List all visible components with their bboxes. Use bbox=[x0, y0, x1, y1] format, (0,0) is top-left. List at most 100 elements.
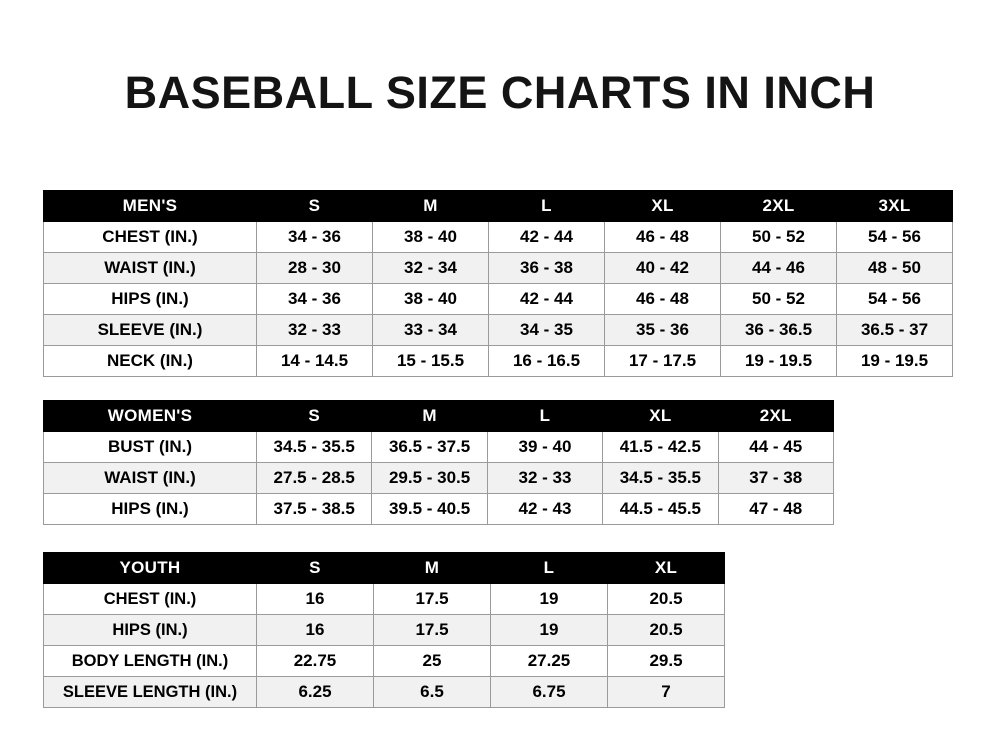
table-row: BUST (IN.) 34.5 - 35.5 36.5 - 37.5 39 - … bbox=[43, 431, 834, 463]
row-label: SLEEVE LENGTH (IN.) bbox=[43, 676, 257, 708]
table-cell: 6.25 bbox=[256, 676, 374, 708]
table-cell: 39 - 40 bbox=[486, 431, 604, 463]
table-cell: 38 - 40 bbox=[372, 283, 489, 315]
youth-size-header-s: S bbox=[256, 552, 374, 584]
table-row: NECK (IN.) 14 - 14.5 15 - 15.5 16 - 16.5… bbox=[43, 345, 953, 377]
table-cell: 19 - 19.5 bbox=[720, 345, 837, 377]
table-cell: 20.5 bbox=[607, 614, 725, 646]
table-cell: 36 - 36.5 bbox=[720, 314, 837, 346]
table-cell: 35 - 36 bbox=[604, 314, 721, 346]
table-row: HIPS (IN.) 16 17.5 19 20.5 bbox=[43, 614, 725, 646]
row-label: BODY LENGTH (IN.) bbox=[43, 645, 257, 677]
table-cell: 33 - 34 bbox=[372, 314, 489, 346]
mens-size-header-s: S bbox=[256, 190, 373, 222]
table-cell: 54 - 56 bbox=[836, 221, 953, 253]
row-label: HIPS (IN.) bbox=[43, 493, 257, 525]
table-cell: 37 - 38 bbox=[717, 462, 834, 494]
womens-table-body: BUST (IN.) 34.5 - 35.5 36.5 - 37.5 39 - … bbox=[43, 431, 834, 525]
row-label: BUST (IN.) bbox=[43, 431, 257, 463]
table-cell: 44 - 45 bbox=[717, 431, 834, 463]
youth-header-row: YOUTH S M L XL bbox=[43, 552, 725, 584]
table-cell: 37.5 - 38.5 bbox=[255, 493, 373, 525]
youth-size-header-xl: XL bbox=[607, 552, 725, 584]
table-cell: 29.5 bbox=[607, 645, 725, 677]
table-cell: 39.5 - 40.5 bbox=[371, 493, 488, 525]
row-label: WAIST (IN.) bbox=[43, 252, 257, 284]
table-cell: 17.5 bbox=[373, 614, 491, 646]
womens-size-table: WOMEN'S S M L XL 2XL BUST (IN.) 34.5 - 3… bbox=[43, 400, 834, 525]
table-cell: 25 bbox=[373, 645, 491, 677]
table-cell: 40 - 42 bbox=[604, 252, 721, 284]
table-cell: 32 - 33 bbox=[256, 314, 373, 346]
table-cell: 16 bbox=[256, 583, 374, 615]
table-cell: 6.75 bbox=[490, 676, 608, 708]
table-cell: 16 bbox=[256, 614, 374, 646]
mens-size-header-l: L bbox=[488, 190, 605, 222]
table-cell: 17.5 bbox=[373, 583, 491, 615]
row-label: WAIST (IN.) bbox=[43, 462, 257, 494]
womens-size-header-xl: XL bbox=[602, 400, 719, 432]
table-cell: 19 bbox=[490, 583, 608, 615]
row-label: SLEEVE (IN.) bbox=[43, 314, 257, 346]
mens-table-head: MEN'S S M L XL 2XL 3XL bbox=[43, 190, 953, 222]
mens-size-header-2xl: 2XL bbox=[720, 190, 837, 222]
row-label: NECK (IN.) bbox=[43, 345, 257, 377]
table-cell: 16 - 16.5 bbox=[488, 345, 605, 377]
womens-table-head: WOMEN'S S M L XL 2XL bbox=[43, 400, 834, 432]
womens-size-header-l: L bbox=[486, 400, 604, 432]
table-cell: 17 - 17.5 bbox=[604, 345, 721, 377]
table-cell: 36 - 38 bbox=[488, 252, 605, 284]
womens-size-header-m: M bbox=[371, 400, 488, 432]
table-cell: 46 - 48 bbox=[604, 283, 721, 315]
table-cell: 28 - 30 bbox=[256, 252, 373, 284]
table-cell: 29.5 - 30.5 bbox=[371, 462, 488, 494]
table-cell: 22.75 bbox=[256, 645, 374, 677]
row-label: CHEST (IN.) bbox=[43, 583, 257, 615]
womens-header-row: WOMEN'S S M L XL 2XL bbox=[43, 400, 834, 432]
youth-label-header: YOUTH bbox=[43, 552, 257, 584]
table-cell: 42 - 44 bbox=[488, 221, 605, 253]
womens-size-header-2xl: 2XL bbox=[717, 400, 834, 432]
table-cell: 20.5 bbox=[607, 583, 725, 615]
mens-header-row: MEN'S S M L XL 2XL 3XL bbox=[43, 190, 953, 222]
table-cell: 42 - 43 bbox=[486, 493, 604, 525]
table-row: WAIST (IN.) 28 - 30 32 - 34 36 - 38 40 -… bbox=[43, 252, 953, 284]
table-cell: 50 - 52 bbox=[720, 221, 837, 253]
table-row: CHEST (IN.) 34 - 36 38 - 40 42 - 44 46 -… bbox=[43, 221, 953, 253]
row-label: CHEST (IN.) bbox=[43, 221, 257, 253]
table-cell: 46 - 48 bbox=[604, 221, 721, 253]
mens-size-header-xl: XL bbox=[604, 190, 721, 222]
youth-size-header-l: L bbox=[490, 552, 608, 584]
table-cell: 47 - 48 bbox=[717, 493, 834, 525]
table-cell: 48 - 50 bbox=[836, 252, 953, 284]
mens-table-body: CHEST (IN.) 34 - 36 38 - 40 42 - 44 46 -… bbox=[43, 221, 953, 377]
table-cell: 44.5 - 45.5 bbox=[602, 493, 719, 525]
table-cell: 50 - 52 bbox=[720, 283, 837, 315]
table-cell: 34 - 35 bbox=[488, 314, 605, 346]
youth-size-table: YOUTH S M L XL CHEST (IN.) 16 17.5 19 20… bbox=[43, 552, 725, 708]
table-cell: 38 - 40 bbox=[372, 221, 489, 253]
mens-size-header-3xl: 3XL bbox=[836, 190, 953, 222]
table-cell: 44 - 46 bbox=[720, 252, 837, 284]
row-label: HIPS (IN.) bbox=[43, 283, 257, 315]
table-cell: 42 - 44 bbox=[488, 283, 605, 315]
mens-size-table: MEN'S S M L XL 2XL 3XL CHEST (IN.) 34 - … bbox=[43, 190, 953, 377]
table-cell: 34 - 36 bbox=[256, 221, 373, 253]
youth-size-header-m: M bbox=[373, 552, 491, 584]
table-row: CHEST (IN.) 16 17.5 19 20.5 bbox=[43, 583, 725, 615]
table-cell: 34.5 - 35.5 bbox=[255, 431, 373, 463]
womens-label-header: WOMEN'S bbox=[43, 400, 257, 432]
womens-size-header-s: S bbox=[255, 400, 373, 432]
table-cell: 41.5 - 42.5 bbox=[602, 431, 719, 463]
row-label: HIPS (IN.) bbox=[43, 614, 257, 646]
table-cell: 19 bbox=[490, 614, 608, 646]
table-cell: 6.5 bbox=[373, 676, 491, 708]
youth-table-head: YOUTH S M L XL bbox=[43, 552, 725, 584]
table-cell: 32 - 34 bbox=[372, 252, 489, 284]
page-title: BASEBALL SIZE CHARTS IN INCH bbox=[124, 67, 876, 118]
table-cell: 36.5 - 37 bbox=[836, 314, 953, 346]
table-cell: 14 - 14.5 bbox=[256, 345, 373, 377]
table-cell: 34.5 - 35.5 bbox=[602, 462, 719, 494]
table-cell: 36.5 - 37.5 bbox=[371, 431, 488, 463]
table-cell: 27.25 bbox=[490, 645, 608, 677]
